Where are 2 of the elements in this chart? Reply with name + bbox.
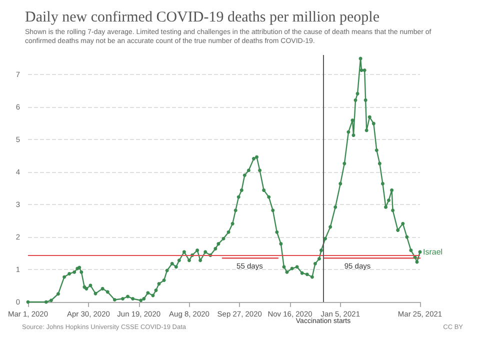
chart-title: Daily new confirmed COVID-19 deaths per million people [25, 10, 380, 26]
series-label: Israel [423, 247, 443, 256]
